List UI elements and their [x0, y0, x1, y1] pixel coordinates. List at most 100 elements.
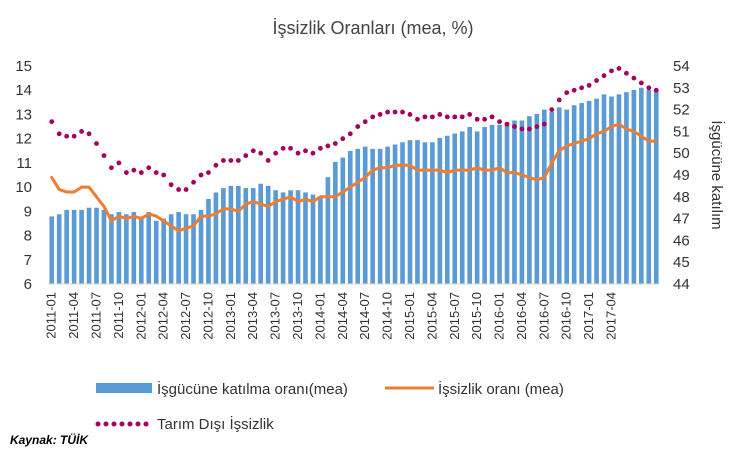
legend: İşgücüne katılma oranı(mea) İşsizlik ora… [95, 380, 564, 433]
x-tick-label: 2013-04 [245, 292, 260, 340]
participation-bar [474, 131, 480, 284]
participation-bar [101, 209, 107, 284]
nonfarm-unemployment-point [370, 114, 376, 120]
nonfarm-unemployment-point [482, 116, 488, 122]
participation-bar [79, 209, 84, 284]
nonfarm-unemployment-point [609, 68, 614, 74]
participation-bar [512, 120, 517, 284]
participation-bar [288, 190, 293, 284]
nonfarm-unemployment-point [123, 170, 129, 175]
x-tick-label: 2016-04 [514, 292, 529, 340]
nonfarm-unemployment-point [213, 162, 219, 168]
nonfarm-unemployment-point [400, 109, 405, 115]
x-tick-label: 2015-10 [469, 292, 484, 340]
nonfarm-unemployment-point [571, 87, 577, 93]
nonfarm-unemployment-point [101, 153, 107, 159]
participation-bar [482, 127, 487, 284]
participation-bar [549, 111, 555, 284]
participation-bar [236, 185, 241, 284]
nonfarm-unemployment-point [153, 170, 159, 175]
x-tick-label: 2013-07 [268, 292, 283, 340]
x-tick-label: 2016-01 [492, 292, 507, 340]
participation-bar [579, 103, 584, 284]
left-tick-label: 14 [15, 82, 32, 99]
right-tick-label: 53 [673, 80, 690, 97]
x-tick-label: 2015-07 [447, 292, 462, 340]
nonfarm-unemployment-point [541, 121, 547, 127]
participation-bar [116, 212, 122, 284]
nonfarm-unemployment-point [168, 182, 174, 188]
nonfarm-unemployment-point [407, 112, 413, 117]
participation-bar [168, 214, 174, 284]
x-tick-label: 2011-10 [111, 292, 126, 339]
nonfarm-unemployment-point [71, 133, 77, 139]
participation-bar [161, 218, 166, 284]
nonfarm-unemployment-point [146, 165, 152, 171]
right-tick-label: 52 [673, 102, 690, 119]
nonfarm-unemployment-point [631, 75, 637, 81]
participation-bar [258, 183, 264, 284]
participation-bar [452, 133, 458, 284]
nonfarm-unemployment-point [64, 133, 70, 139]
participation-bar [437, 137, 443, 284]
nonfarm-unemployment-point [415, 116, 420, 122]
participation-bar [653, 89, 659, 284]
nonfarm-unemployment-point [534, 124, 540, 129]
nonfarm-unemployment-point [586, 82, 592, 88]
participation-bar [347, 151, 353, 284]
nonfarm-unemployment-point [422, 114, 428, 120]
participation-bar [303, 192, 308, 284]
nonfarm-unemployment-point [206, 170, 211, 175]
x-tick-label: 2011-07 [89, 292, 104, 339]
nonfarm-unemployment-point [594, 78, 599, 83]
x-tick-label: 2016-10 [559, 292, 574, 340]
nonfarm-unemployment-point [519, 126, 525, 132]
right-tick-label: 44 [673, 276, 690, 293]
x-tick-label: 2014-04 [335, 292, 350, 340]
participation-bar [639, 87, 644, 284]
participation-bar [71, 209, 77, 284]
legend-swatch-bars [96, 383, 152, 393]
nonfarm-unemployment-point [265, 158, 271, 163]
nonfarm-unemployment-point [355, 124, 361, 129]
nonfarm-unemployment-point [452, 114, 458, 120]
nonfarm-unemployment-point [646, 85, 652, 91]
participation-bar [228, 185, 234, 284]
participation-bar [527, 116, 532, 284]
left-tick-label: 9 [24, 203, 32, 220]
participation-bar [124, 214, 129, 284]
participation-bar [109, 214, 114, 284]
unemployment-line-path [50, 122, 658, 233]
nonfarm-unemployment-point [79, 129, 84, 134]
left-tick-label: 6 [24, 276, 32, 293]
participation-bar [467, 127, 472, 284]
participation-bar [355, 148, 361, 284]
right-axis-title: İşgücüne katılım [708, 120, 726, 229]
left-tick-label: 13 [15, 106, 32, 123]
source-note: Kaynak: TÜİK [10, 432, 89, 447]
nonfarm-unemployment-point [94, 141, 99, 146]
nonfarm-unemployment-point [273, 150, 279, 156]
nonfarm-unemployment-point [228, 158, 234, 163]
legend-swatch-dots [95, 421, 149, 427]
legend-label-dots: Tarım Dışı İşsizlik [157, 415, 274, 433]
nonfarm-unemployment-point [176, 187, 182, 192]
nonfarm-unemployment-point [512, 124, 517, 129]
participation-bars [49, 87, 659, 285]
nonfarm-unemployment-point [183, 187, 189, 192]
participation-bar [571, 105, 577, 285]
right-tick-label: 54 [673, 58, 690, 75]
participation-bar [542, 109, 547, 284]
nonfarm-unemployment-point [467, 112, 473, 117]
participation-bar [370, 148, 375, 284]
nonfarm-unemployment-point [250, 148, 256, 154]
nonfarm-unemployment-point [489, 114, 495, 120]
nonfarm-unemployment-point [385, 109, 390, 115]
nonfarm-unemployment-point [258, 150, 264, 156]
participation-bar [601, 94, 607, 284]
participation-bar [609, 96, 614, 285]
x-tick-label: 2015-04 [424, 292, 439, 340]
participation-bar [333, 161, 338, 284]
participation-bar [392, 144, 398, 284]
participation-bar [56, 214, 62, 284]
